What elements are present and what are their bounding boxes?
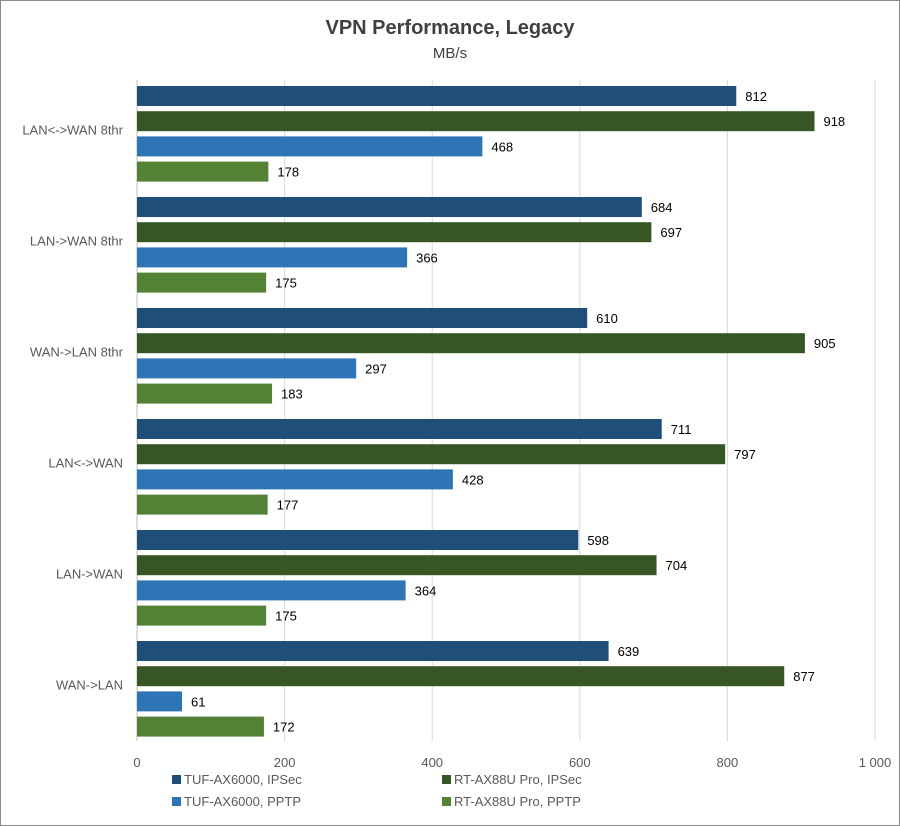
bar <box>137 641 609 661</box>
legend-label: TUF-AX6000, IPSec <box>184 772 302 787</box>
data-label: 175 <box>275 609 297 624</box>
category-label: LAN<->WAN 8thr <box>22 122 123 137</box>
bar <box>137 161 269 182</box>
bar <box>137 86 737 106</box>
bar <box>137 555 657 576</box>
data-label: 918 <box>823 114 845 129</box>
data-label: 905 <box>814 336 836 351</box>
data-label: 711 <box>671 422 692 437</box>
data-label: 812 <box>745 89 767 104</box>
x-tick-label: 1 000 <box>859 755 892 770</box>
data-label: 428 <box>462 472 484 487</box>
category-label: WAN->LAN 8thr <box>30 344 124 359</box>
legend-swatch <box>172 775 181 784</box>
data-label: 704 <box>666 558 688 573</box>
bar <box>137 247 408 268</box>
x-tick-label: 0 <box>133 755 140 770</box>
data-label: 797 <box>734 447 756 462</box>
category-label: LAN->WAN 8thr <box>30 233 124 248</box>
legend-label: TUF-AX6000, PPTP <box>184 794 301 809</box>
data-label: 297 <box>365 361 387 376</box>
x-tick-label: 400 <box>421 755 443 770</box>
bar <box>137 333 805 354</box>
bar <box>137 272 267 293</box>
chart-subtitle: MB/s <box>433 45 467 62</box>
data-label: 61 <box>191 694 205 709</box>
bar <box>137 383 273 404</box>
bar <box>137 419 662 439</box>
data-label: 364 <box>415 583 437 598</box>
data-label: 172 <box>273 720 295 735</box>
data-label: 639 <box>618 644 640 659</box>
category-label: LAN<->WAN <box>48 455 123 470</box>
bar <box>137 494 268 515</box>
bar <box>137 197 642 217</box>
bar <box>137 716 264 737</box>
data-label: 697 <box>660 225 682 240</box>
category-label: LAN->WAN <box>56 566 123 581</box>
bar <box>137 111 815 132</box>
x-tick-label: 200 <box>274 755 296 770</box>
x-tick-label: 800 <box>717 755 739 770</box>
legend-label: RT-AX88U Pro, PPTP <box>454 794 581 809</box>
legend-swatch <box>442 775 451 784</box>
data-label: 177 <box>277 498 299 513</box>
bar <box>137 469 453 490</box>
data-label: 877 <box>793 669 815 684</box>
legend-label: RT-AX88U Pro, IPSec <box>454 772 582 787</box>
bar <box>137 666 785 687</box>
data-label: 684 <box>651 200 673 215</box>
bar <box>137 530 579 550</box>
data-label: 183 <box>281 387 303 402</box>
category-label: WAN->LAN <box>56 677 123 692</box>
data-label: 610 <box>596 311 618 326</box>
data-label: 598 <box>587 533 609 548</box>
data-label: 175 <box>275 276 297 291</box>
legend-swatch <box>172 797 181 806</box>
bar <box>137 308 588 328</box>
chart-title: VPN Performance, Legacy <box>326 17 576 39</box>
data-label: 468 <box>491 139 513 154</box>
legend-swatch <box>442 797 451 806</box>
bar <box>137 136 483 157</box>
bar <box>137 358 357 379</box>
data-label: 178 <box>277 165 299 180</box>
data-label: 366 <box>416 250 438 265</box>
bar <box>137 444 726 465</box>
x-tick-label: 600 <box>569 755 591 770</box>
bar <box>137 605 267 626</box>
bar <box>137 691 183 712</box>
bar <box>137 222 652 243</box>
bar <box>137 580 406 601</box>
